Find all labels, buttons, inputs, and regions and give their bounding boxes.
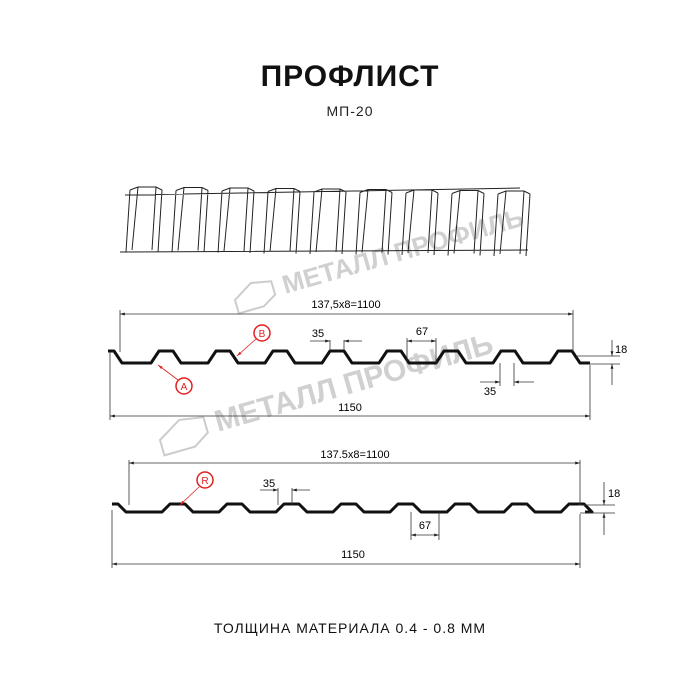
- sheet-3d-outline: [119, 186, 531, 257]
- page-subtitle: МП-20: [326, 103, 374, 119]
- watermark-2: МЕТАЛЛ ПРОФИЛЬ: [158, 327, 497, 457]
- svg-text:R: R: [201, 476, 208, 487]
- marker-r: [196, 471, 214, 489]
- bottom-gap-label: 67: [419, 520, 431, 532]
- svg-text:A: A: [181, 382, 188, 393]
- span-label: 137,5x8=1100: [311, 299, 380, 311]
- total-label: 1150: [338, 402, 362, 414]
- top-width-label: 35: [263, 478, 275, 490]
- height-label: 18: [615, 344, 627, 356]
- span-label: 137.5x8=1100: [320, 449, 389, 461]
- profile-2: 137.5x8=1100 1150 35 67 18 R: [111, 449, 620, 568]
- svg-text:B: B: [259, 329, 266, 340]
- marker-b: [253, 324, 271, 342]
- profile-1: 137,5x8=1100 1150 35 67 35 18 A B: [108, 299, 627, 420]
- profile-2-shape: [112, 502, 594, 514]
- total-label: 1150: [341, 549, 365, 561]
- marker-a: [175, 377, 193, 395]
- svg-text:МЕТАЛЛ ПРОФИЛЬ: МЕТАЛЛ ПРОФИЛЬ: [211, 327, 497, 438]
- height-label: 18: [608, 488, 620, 500]
- top-width-label: 35: [312, 328, 324, 340]
- sheet-3d-view: [119, 186, 531, 257]
- profile-1-shape: [108, 349, 590, 365]
- bottom-width-label: 35: [484, 386, 496, 398]
- bottom-gap-label: 67: [416, 326, 428, 338]
- material-thickness-note: ТОЛЩИНА МАТЕРИАЛА 0.4 - 0.8 ММ: [213, 620, 487, 636]
- page-title: ПРОФЛИСТ: [260, 60, 440, 93]
